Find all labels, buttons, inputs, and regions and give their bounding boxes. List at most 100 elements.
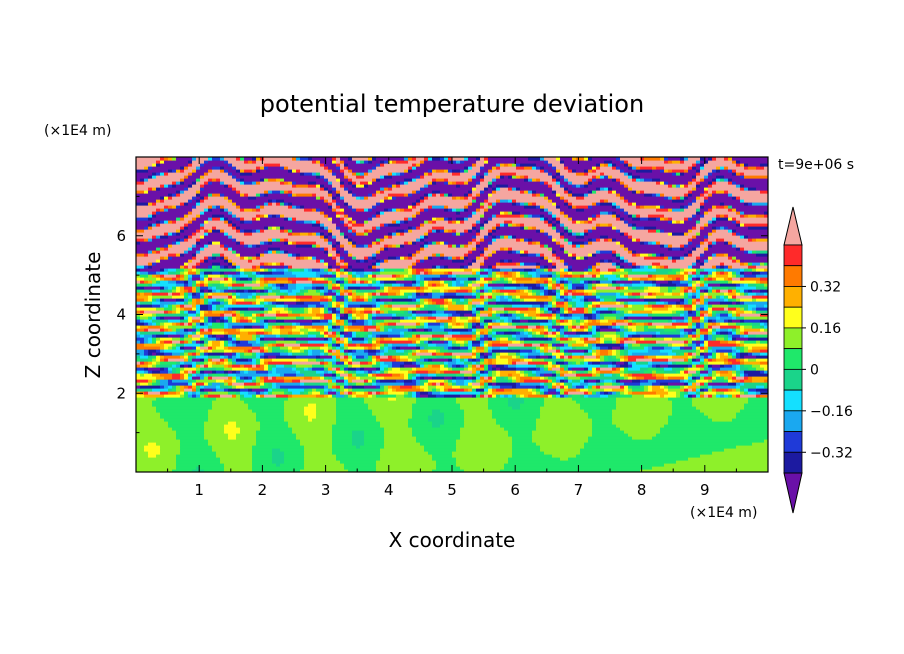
contour-cell: [544, 268, 549, 272]
contour-cell: [228, 319, 233, 323]
contour-cell: [324, 274, 333, 278]
contour-cell: [712, 334, 717, 338]
contour-cell: [188, 376, 193, 380]
contour-cell: [600, 328, 617, 332]
contour-cell: [168, 424, 205, 428]
contour-cell: [372, 313, 377, 317]
contour-cell: [600, 295, 617, 299]
contour-cell: [620, 298, 645, 302]
contour-cell: [728, 382, 737, 386]
contour-cell: [368, 406, 413, 410]
contour-cell: [616, 400, 673, 404]
contour-cell: [488, 265, 493, 269]
contour-cell: [136, 463, 177, 467]
contour-cell: [156, 280, 161, 284]
contour-cell: [572, 301, 577, 305]
contour-cell: [180, 310, 185, 314]
contour-cell: [376, 379, 381, 383]
contour-cell: [576, 454, 701, 458]
contour-cell: [592, 334, 597, 338]
contour-cell: [368, 295, 373, 299]
contour-cell: [684, 352, 689, 356]
contour-cell: [684, 367, 689, 371]
contour-cell: [728, 274, 733, 278]
contour-cell: [588, 415, 613, 419]
contour-cell: [252, 367, 265, 371]
contour-cell: [268, 292, 277, 296]
contour-cell: [248, 289, 257, 293]
contour-cell: [548, 256, 557, 260]
contour-cell: [592, 418, 613, 422]
contour-cell: [336, 283, 341, 287]
contour-cell: [152, 295, 173, 299]
contour-cell: [152, 274, 157, 278]
contour-cell: [260, 391, 265, 395]
contour-cell: [348, 373, 353, 377]
contour-cell: [340, 253, 349, 257]
contour-cell: [452, 382, 457, 386]
contour-cell: [648, 346, 653, 350]
contour-cell: [756, 310, 761, 314]
contour-cell: [324, 268, 329, 272]
contour-cell: [332, 379, 337, 383]
contour-cell: [456, 343, 461, 347]
contour-cell: [616, 397, 669, 401]
contour-cell: [240, 265, 253, 269]
contour-cell: [156, 271, 161, 275]
contour-cell: [208, 292, 213, 296]
contour-cell: [224, 361, 229, 365]
contour-cell: [412, 283, 417, 287]
contour-cell: [472, 373, 477, 377]
contour-cell: [352, 337, 365, 341]
contour-cell: [168, 370, 173, 374]
contour-cell: [360, 316, 365, 320]
contour-cell: [556, 382, 561, 386]
contour-cell: [328, 385, 333, 389]
contour-cell: [360, 343, 373, 347]
contour-cell: [472, 361, 477, 365]
contour-cell: [408, 274, 413, 278]
contour-cell: [224, 388, 229, 392]
contour-cell: [300, 469, 349, 472]
contour-cell: [468, 340, 473, 344]
contour-cell: [624, 388, 629, 392]
contour-cell: [688, 340, 693, 344]
contour-cell: [632, 304, 645, 308]
contour-cell: [560, 385, 565, 389]
contour-cell: [752, 262, 761, 266]
contour-cell: [732, 346, 737, 350]
contour-cell: [216, 385, 221, 389]
contour-cell: [756, 283, 765, 287]
contour-cell: [368, 355, 373, 359]
contour-cell: [744, 349, 749, 353]
contour-cell: [156, 379, 161, 383]
contour-cell: [504, 364, 509, 368]
contour-cell: [704, 412, 737, 416]
contour-cell: [512, 274, 517, 278]
contour-cell: [460, 466, 505, 470]
contour-cell: [700, 295, 705, 299]
contour-cell: [492, 310, 497, 314]
contour-cell: [724, 376, 729, 380]
contour-cell: [376, 277, 397, 281]
contour-cell: [540, 367, 545, 371]
contour-cell: [264, 253, 289, 257]
contour-cell: [236, 319, 241, 323]
contour-cell: [200, 310, 205, 314]
contour-cell: [460, 406, 489, 410]
contour-cell: [588, 286, 593, 290]
contour-cell: [328, 319, 333, 323]
contour-cell: [172, 346, 177, 350]
contour-cell: [344, 463, 377, 467]
contour-cell: [284, 304, 289, 308]
contour-cell: [440, 337, 445, 341]
contour-cell: [488, 274, 493, 278]
contour-cell: [272, 364, 277, 368]
contour-cell: [344, 394, 349, 398]
contour-cell: [340, 316, 349, 320]
contour-cell: [204, 421, 229, 425]
contour-cell: [488, 298, 493, 302]
contour-cell: [684, 376, 689, 380]
contour-cell: [144, 286, 161, 290]
contour-cell: [444, 385, 453, 389]
